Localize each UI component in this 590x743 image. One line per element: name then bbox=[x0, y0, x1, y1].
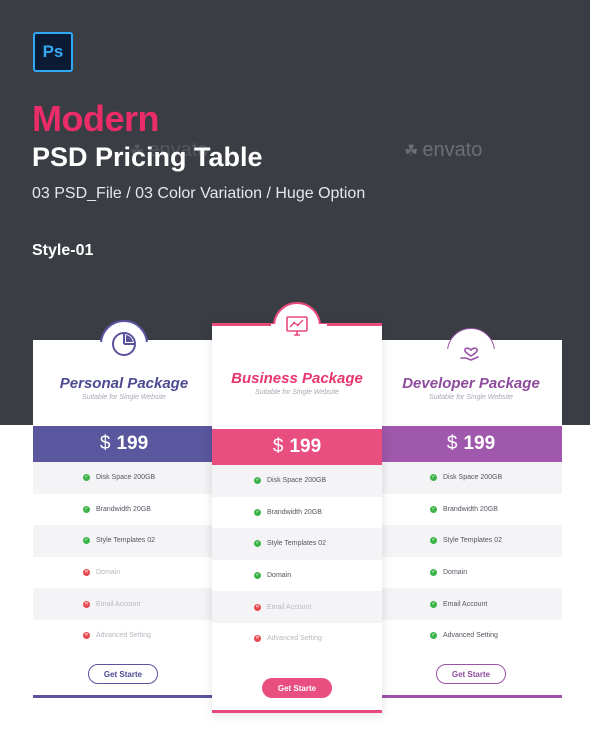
pricing-card-business: Business Package Suitable for Single Web… bbox=[212, 302, 382, 713]
hand-heart-icon bbox=[460, 347, 479, 361]
price-band: $ 199 bbox=[212, 429, 382, 465]
cross-icon: ✕ bbox=[254, 603, 261, 611]
cross-icon: ✕ bbox=[254, 635, 261, 643]
feature-label: Domain bbox=[443, 569, 468, 577]
feature-label: Disk Space 200GB bbox=[267, 477, 327, 485]
feature-label: Brandwidth 20GB bbox=[267, 508, 322, 516]
feature-label: Advanced Setting bbox=[443, 632, 498, 640]
feature-label: Advanced Setting bbox=[96, 632, 151, 640]
check-icon: ✓ bbox=[430, 632, 437, 640]
title-accent: Modern bbox=[32, 98, 160, 139]
feature-row: ✕ Advanced Setting bbox=[33, 620, 215, 652]
check-icon: ✓ bbox=[430, 505, 437, 513]
package-tagline: Suitable for Single Website bbox=[82, 394, 166, 401]
feature-row: ✓ Brandwidth 20GB bbox=[33, 494, 215, 526]
feature-row: ✓ Brandwidth 20GB bbox=[212, 497, 382, 529]
feature-row: ✓ Style Templates 02 bbox=[380, 525, 562, 557]
package-tagline: Suitable for Single Website bbox=[429, 394, 513, 401]
feature-row: ✓ Style Templates 02 bbox=[33, 525, 215, 557]
feature-row: ✓ Domain bbox=[380, 557, 562, 589]
check-icon: ✓ bbox=[254, 540, 261, 548]
price-value: 199 bbox=[463, 433, 496, 454]
check-icon: ✓ bbox=[83, 474, 90, 482]
feature-label: Advanced Setting bbox=[267, 635, 322, 643]
get-started-button[interactable]: Get Starte bbox=[436, 664, 506, 684]
leaf-icon: ☘ bbox=[130, 142, 145, 160]
feature-row: ✕ Domain bbox=[33, 557, 215, 589]
icon-bubble bbox=[444, 328, 500, 381]
price-value: 199 bbox=[116, 433, 149, 454]
check-icon: ✓ bbox=[83, 505, 90, 513]
monitor-chart-icon bbox=[286, 316, 308, 336]
feature-label: Brandwidth 20GB bbox=[96, 505, 151, 513]
currency-symbol: $ bbox=[272, 436, 284, 457]
icon-bubble bbox=[98, 320, 154, 374]
style-label: Style-01 bbox=[32, 242, 94, 259]
feature-label: Domain bbox=[267, 572, 292, 580]
pricing-card-developer: Developer Package Suitable for Single We… bbox=[380, 328, 562, 698]
icon-bubble bbox=[271, 302, 327, 356]
feature-label: Style Templates 02 bbox=[267, 540, 327, 548]
price-band: $ 199 bbox=[380, 426, 562, 462]
feature-label: Disk Space 200GB bbox=[96, 474, 156, 482]
feature-row: ✓ Brandwidth 20GB bbox=[380, 494, 562, 526]
currency-symbol: $ bbox=[99, 433, 111, 454]
check-icon: ✓ bbox=[254, 572, 261, 580]
feature-row: ✓ Disk Space 200GB bbox=[33, 462, 215, 494]
cross-icon: ✕ bbox=[83, 569, 90, 577]
check-icon: ✓ bbox=[430, 600, 437, 608]
feature-list: ✓ Disk Space 200GB ✓ Brandwidth 20GB ✓ Styl… bbox=[212, 465, 382, 655]
feature-row: ✕ Email Account bbox=[212, 591, 382, 623]
check-icon: ✓ bbox=[430, 537, 437, 545]
feature-label: Domain bbox=[96, 569, 121, 577]
package-name: Personal Package bbox=[59, 375, 189, 392]
cross-icon: ✕ bbox=[83, 632, 90, 640]
package-name: Developer Package bbox=[402, 375, 540, 392]
check-icon: ✓ bbox=[254, 508, 261, 516]
feature-row: ✕ Email Account bbox=[33, 588, 215, 620]
feature-list: ✓ Disk Space 200GB ✓ Brandwidth 20GB ✓ Styl… bbox=[380, 462, 562, 652]
feature-label: Email Account bbox=[267, 603, 312, 611]
price-value: 199 bbox=[289, 436, 322, 457]
feature-label: Disk Space 200GB bbox=[443, 474, 503, 482]
feature-list: ✓ Disk Space 200GB ✓ Brandwidth 20GB ✓ Styl… bbox=[33, 462, 215, 652]
package-name: Business Package bbox=[231, 370, 363, 387]
price-band: $ 199 bbox=[33, 426, 215, 462]
page-title: PSD Pricing Table bbox=[32, 142, 263, 172]
feature-row: ✓ Email Account bbox=[380, 588, 562, 620]
leaf-icon: ☘ bbox=[404, 142, 419, 160]
photoshop-logo-icon: Ps bbox=[33, 32, 73, 72]
get-started-button[interactable]: Get Starte bbox=[262, 678, 332, 698]
check-icon: ✓ bbox=[430, 474, 437, 482]
get-started-button[interactable]: Get Starte bbox=[88, 664, 158, 684]
check-icon: ✓ bbox=[83, 537, 90, 545]
cross-icon: ✕ bbox=[83, 600, 90, 608]
pricing-card-personal: Personal Package Suitable for Single Web… bbox=[33, 320, 215, 698]
feature-row: ✓ Disk Space 200GB bbox=[212, 465, 382, 497]
check-icon: ✓ bbox=[254, 477, 261, 485]
feature-row: ✓ Domain bbox=[212, 560, 382, 592]
watermark-text: envato bbox=[148, 139, 209, 161]
check-icon: ✓ bbox=[430, 569, 437, 577]
envato-watermark: ☘ envato bbox=[404, 139, 482, 162]
feature-row: ✕ Advanced Setting bbox=[212, 623, 382, 655]
feature-row: ✓ Style Templates 02 bbox=[212, 528, 382, 560]
feature-label: Style Templates 02 bbox=[443, 537, 503, 545]
watermark-text: envato bbox=[422, 139, 483, 161]
feature-label: Email Account bbox=[96, 600, 141, 608]
currency-symbol: $ bbox=[446, 433, 458, 454]
pie-chart-icon bbox=[112, 332, 136, 356]
feature-label: Brandwidth 20GB bbox=[443, 505, 498, 513]
feature-row: ✓ Disk Space 200GB bbox=[380, 462, 562, 494]
feature-row: ✓ Advanced Setting bbox=[380, 620, 562, 652]
package-tagline: Suitable for Single Website bbox=[255, 389, 339, 396]
feature-label: Style Templates 02 bbox=[96, 537, 156, 545]
page-subtitle: 03 PSD_File / 03 Color Variation / Huge … bbox=[32, 185, 366, 202]
feature-label: Email Account bbox=[443, 600, 488, 608]
envato-watermark: ☘ envato bbox=[130, 139, 208, 162]
